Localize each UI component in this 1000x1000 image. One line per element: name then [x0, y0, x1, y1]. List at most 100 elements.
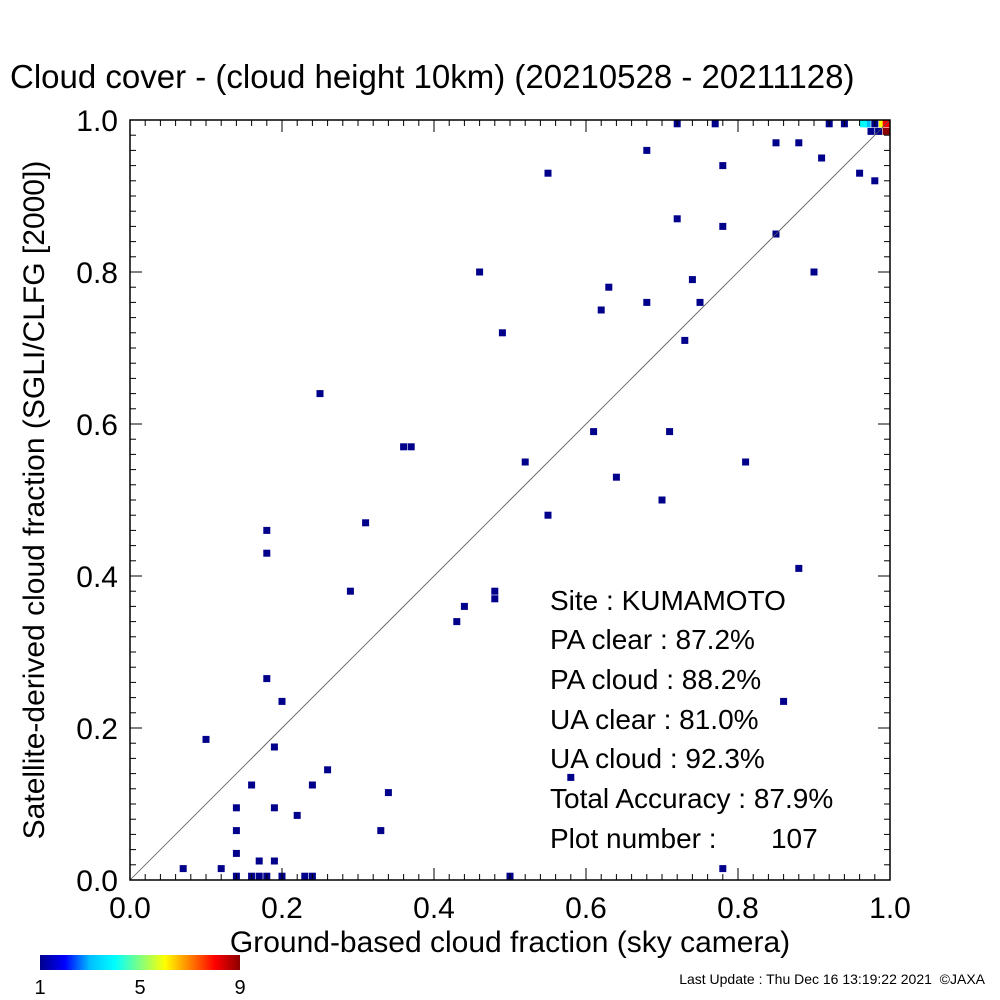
x-tick-label: 1.0 — [869, 892, 911, 925]
data-point — [673, 215, 681, 223]
data-point — [544, 511, 552, 519]
data-point — [248, 781, 256, 789]
data-point — [232, 849, 240, 857]
data-point — [453, 618, 461, 626]
x-tick-label: 0.4 — [413, 892, 455, 925]
data-point — [567, 773, 575, 781]
axis-ticks — [129, 119, 891, 881]
chart-title: Cloud cover - (cloud height 10km) (20210… — [10, 58, 854, 95]
data-point — [719, 865, 727, 873]
data-point — [666, 428, 674, 436]
stats-box: Site : KUMAMOTO PA clear : 87.2% PA clou… — [550, 585, 833, 854]
y-tick-label: 1.0 — [76, 105, 118, 138]
data-point — [818, 154, 826, 162]
data-point — [597, 306, 605, 314]
data-point — [658, 496, 666, 504]
data-point — [217, 865, 225, 873]
data-point — [278, 697, 286, 705]
data-point — [605, 283, 613, 291]
data-point — [491, 587, 499, 595]
data-point — [270, 857, 278, 865]
data-point — [263, 526, 271, 534]
y-tick-label: 0.2 — [76, 713, 118, 746]
data-points — [179, 120, 890, 880]
data-point — [460, 602, 468, 610]
y-tick-labels: 0.0 0.2 0.4 0.6 0.8 1.0 — [76, 105, 118, 898]
data-point — [377, 827, 385, 835]
data-point — [362, 519, 370, 527]
data-point — [476, 268, 484, 276]
data-point — [719, 162, 727, 170]
stat-pa-cloud: PA cloud : 88.2% — [550, 664, 761, 695]
x-tick-label: 0.0 — [109, 892, 151, 925]
data-point — [308, 781, 316, 789]
data-point — [643, 146, 651, 154]
data-point — [780, 697, 788, 705]
data-point — [772, 139, 780, 147]
data-point — [863, 120, 871, 128]
y-axis-label: Satellite-derived cloud fraction (SGLI/C… — [18, 161, 51, 840]
data-point — [255, 872, 263, 880]
y-tick-label: 0.6 — [76, 409, 118, 442]
data-point — [696, 298, 704, 306]
data-point — [882, 127, 890, 135]
data-point — [521, 458, 529, 466]
data-point — [316, 390, 324, 398]
data-point — [711, 120, 719, 128]
colorbar-label-min: 1 — [34, 977, 45, 999]
data-point — [232, 827, 240, 835]
data-point — [742, 458, 750, 466]
data-point — [681, 336, 689, 344]
data-point — [612, 473, 620, 481]
data-point — [878, 120, 886, 128]
stat-total-accuracy: Total Accuracy : 87.9% — [550, 783, 833, 814]
data-point — [856, 169, 864, 177]
y-tick-label: 0.0 — [76, 865, 118, 898]
data-point — [324, 766, 332, 774]
data-point — [400, 443, 408, 451]
plot-area — [129, 119, 891, 881]
x-axis-label: Ground-based cloud fraction (sky camera) — [230, 926, 790, 959]
data-point — [643, 298, 651, 306]
last-update: Last Update : Thu Dec 16 13:19:22 2021 ©… — [679, 971, 985, 987]
data-point — [544, 169, 552, 177]
data-point — [795, 564, 803, 572]
data-point — [867, 127, 875, 135]
data-point — [491, 595, 499, 603]
data-point — [346, 587, 354, 595]
data-point — [407, 443, 415, 451]
stat-site: Site : KUMAMOTO — [550, 585, 786, 616]
data-point — [232, 804, 240, 812]
data-point — [719, 222, 727, 230]
x-tick-labels: 0.0 0.2 0.4 0.6 0.8 1.0 — [109, 892, 911, 925]
reference-line — [129, 119, 891, 881]
colorbar: 1 5 9 — [34, 955, 246, 999]
data-point — [179, 865, 187, 873]
x-tick-label: 0.2 — [261, 892, 303, 925]
colorbar-label-max: 9 — [234, 977, 245, 999]
data-point — [263, 675, 271, 683]
data-point — [498, 329, 506, 337]
x-tick-label: 0.8 — [717, 892, 759, 925]
data-point — [688, 276, 696, 284]
data-point — [810, 268, 818, 276]
colorbar-gradient — [40, 955, 240, 970]
y-tick-label: 0.8 — [76, 257, 118, 290]
data-point — [255, 857, 263, 865]
data-point — [293, 811, 301, 819]
data-point — [270, 804, 278, 812]
stat-ua-cloud: UA cloud : 92.3% — [550, 743, 765, 774]
data-point — [202, 735, 210, 743]
data-point — [871, 177, 879, 185]
stat-plot-number: Plot number : 107 — [550, 823, 818, 854]
data-point — [590, 428, 598, 436]
data-point — [301, 872, 309, 880]
x-tick-label: 0.6 — [565, 892, 607, 925]
data-point — [384, 789, 392, 797]
data-point — [270, 743, 278, 751]
data-point — [859, 120, 867, 128]
data-point — [263, 549, 271, 557]
data-point — [795, 139, 803, 147]
stat-pa-clear: PA clear : 87.2% — [550, 624, 755, 655]
